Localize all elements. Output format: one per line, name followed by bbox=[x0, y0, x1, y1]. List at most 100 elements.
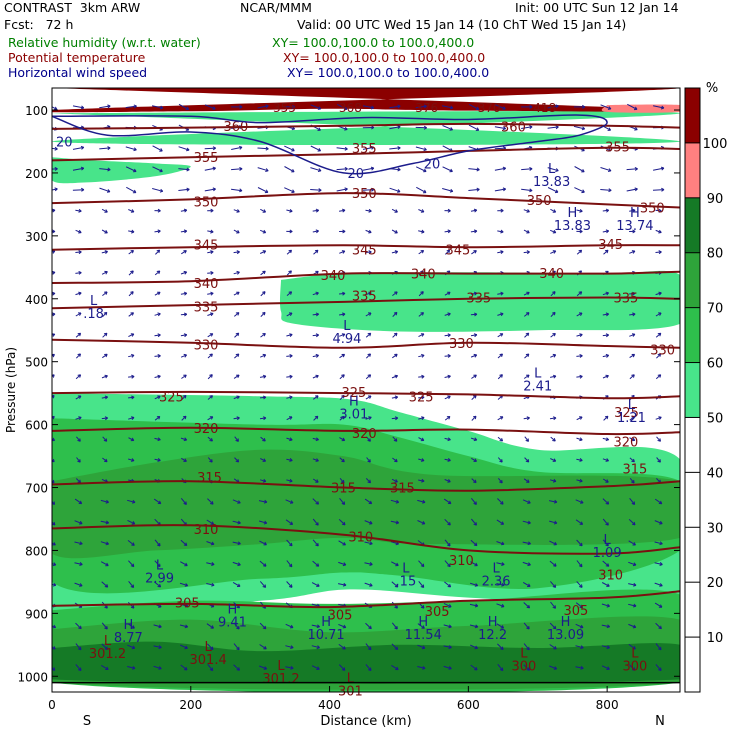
wind-vector-head bbox=[235, 438, 239, 442]
theta-label-330: 330 bbox=[194, 339, 219, 354]
wind-vector-head bbox=[448, 624, 452, 629]
wind-vector bbox=[523, 622, 530, 630]
wind-vector-head bbox=[420, 333, 425, 337]
wind-vector-head bbox=[130, 270, 134, 274]
wind-vector bbox=[471, 374, 477, 379]
wind-vector bbox=[286, 458, 293, 462]
wind-vector-head bbox=[130, 563, 135, 568]
wind-vector bbox=[549, 374, 557, 379]
theta-contour-345 bbox=[52, 244, 680, 251]
wind-vector-shaft bbox=[365, 209, 372, 212]
wind-vector bbox=[99, 167, 111, 172]
wind-vector-shaft bbox=[180, 518, 187, 526]
wind-vector-shaft bbox=[72, 146, 84, 150]
wind-vector bbox=[390, 499, 400, 504]
wind-vector-head bbox=[553, 645, 557, 650]
wind-vector-head bbox=[131, 645, 136, 650]
wind-vector-shaft bbox=[154, 375, 161, 378]
wind-vector-head bbox=[318, 188, 322, 193]
wind-vector-head bbox=[394, 230, 398, 234]
wind-vector bbox=[655, 312, 662, 317]
wind-vector-shaft bbox=[285, 666, 294, 669]
wind-vector bbox=[392, 353, 398, 359]
wind-vector bbox=[338, 623, 347, 629]
wind-vector bbox=[628, 623, 637, 629]
wind-vector-head bbox=[103, 332, 108, 337]
wind-vector bbox=[655, 374, 662, 380]
wind-vector bbox=[286, 312, 293, 317]
wind-vector bbox=[232, 561, 241, 567]
wind-vector-head bbox=[552, 333, 556, 337]
wind-vector bbox=[602, 437, 610, 442]
wind-vector-shaft bbox=[101, 208, 108, 213]
wind-vector bbox=[154, 539, 161, 547]
wind-vector bbox=[311, 624, 320, 629]
wind-vector bbox=[468, 124, 480, 131]
wind-vector-shaft bbox=[52, 438, 55, 441]
wind-vector bbox=[365, 374, 372, 380]
wind-vector-head bbox=[552, 625, 557, 630]
wind-vector-head bbox=[315, 312, 320, 317]
colorbar-label: 30 bbox=[707, 521, 724, 536]
wind-vector-shaft bbox=[286, 539, 293, 547]
wind-vector-head bbox=[580, 500, 584, 504]
wind-vector-shaft bbox=[154, 395, 161, 400]
wind-vector-shaft bbox=[154, 270, 161, 276]
wind-vector bbox=[364, 582, 373, 587]
wind-vector-shaft bbox=[127, 540, 135, 546]
extremum-low-marker: L bbox=[604, 533, 612, 548]
wind-vector-shaft bbox=[470, 292, 477, 295]
wind-vector bbox=[312, 312, 320, 317]
wind-vector-head bbox=[342, 562, 347, 567]
y-tick-label: 900 bbox=[25, 607, 48, 621]
wind-vector-shaft bbox=[443, 645, 452, 648]
wind-vector-shaft bbox=[286, 375, 293, 378]
wind-vector-head bbox=[578, 291, 583, 295]
wind-vector-head bbox=[421, 374, 425, 379]
wind-vector-shaft bbox=[576, 291, 583, 297]
wind-vector bbox=[549, 540, 558, 546]
wind-vector-head bbox=[107, 167, 111, 172]
wind-vector-shaft bbox=[549, 417, 557, 420]
wind-vector-shaft bbox=[336, 188, 348, 192]
wind-vector bbox=[628, 603, 637, 608]
wind-vector-head bbox=[52, 624, 57, 629]
wind-vector-head bbox=[262, 291, 266, 295]
wind-vector bbox=[310, 145, 322, 152]
wind-vector-head bbox=[131, 395, 135, 400]
wind-vector-shaft bbox=[75, 272, 82, 274]
wind-vector bbox=[101, 374, 108, 379]
wind-vector bbox=[627, 103, 638, 111]
wind-vector bbox=[521, 104, 533, 109]
wind-vector-shaft bbox=[497, 333, 504, 338]
wind-vector-head bbox=[631, 250, 636, 254]
wind-vector-shaft bbox=[391, 581, 399, 588]
wind-vector-head bbox=[157, 374, 161, 379]
wind-vector-head bbox=[289, 624, 294, 629]
wind-vector-shaft bbox=[128, 209, 135, 213]
wind-vector-head bbox=[368, 250, 372, 255]
wind-vector-shaft bbox=[600, 167, 612, 172]
wind-vector-head bbox=[605, 501, 610, 505]
wind-vector bbox=[75, 270, 82, 275]
wind-vector-head bbox=[315, 458, 319, 462]
wind-vector bbox=[100, 499, 109, 504]
wind-vector-shaft bbox=[52, 542, 56, 546]
wind-vector-head bbox=[80, 187, 85, 192]
wind-vector-head bbox=[262, 395, 267, 400]
wind-vector bbox=[391, 416, 399, 421]
wind-vector-shaft bbox=[522, 581, 531, 587]
rh-band-9 bbox=[52, 88, 680, 113]
wind-vector-shaft bbox=[629, 250, 636, 254]
wind-vector bbox=[178, 187, 190, 192]
theta-contour-340 bbox=[52, 270, 680, 284]
wind-vector-shaft bbox=[99, 147, 111, 150]
wind-vector-head bbox=[606, 645, 610, 650]
rh-band-10 bbox=[601, 104, 680, 113]
extremum-value: 13.09 bbox=[547, 628, 584, 643]
wind-vector bbox=[418, 416, 425, 421]
wind-vector-head bbox=[394, 646, 399, 650]
wind-vector-shaft bbox=[654, 520, 663, 525]
wind-vector-head bbox=[77, 438, 81, 442]
